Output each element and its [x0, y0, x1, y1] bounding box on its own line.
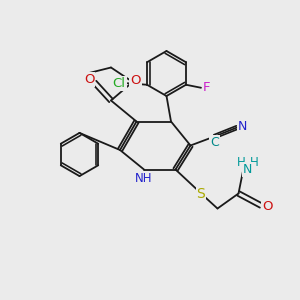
Text: C: C	[210, 136, 219, 149]
Text: S: S	[196, 187, 206, 200]
Text: F: F	[203, 81, 211, 94]
Text: H: H	[237, 156, 246, 169]
Text: O: O	[130, 74, 141, 88]
Text: O: O	[262, 200, 273, 214]
Text: N: N	[243, 163, 252, 176]
Text: O: O	[84, 73, 94, 86]
Text: Cl: Cl	[112, 77, 126, 90]
Text: H: H	[250, 156, 259, 169]
Text: N: N	[238, 120, 247, 134]
Text: NH: NH	[135, 172, 152, 185]
